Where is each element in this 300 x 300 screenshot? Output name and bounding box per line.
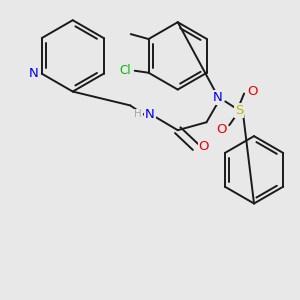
Text: O: O <box>216 123 226 136</box>
Text: N: N <box>29 67 39 80</box>
Text: N: N <box>212 91 222 104</box>
Text: H: H <box>134 109 142 119</box>
Text: O: O <box>247 85 257 98</box>
Text: S: S <box>235 104 243 117</box>
Text: Cl: Cl <box>119 64 130 77</box>
Text: N: N <box>145 108 155 121</box>
Text: O: O <box>198 140 209 152</box>
